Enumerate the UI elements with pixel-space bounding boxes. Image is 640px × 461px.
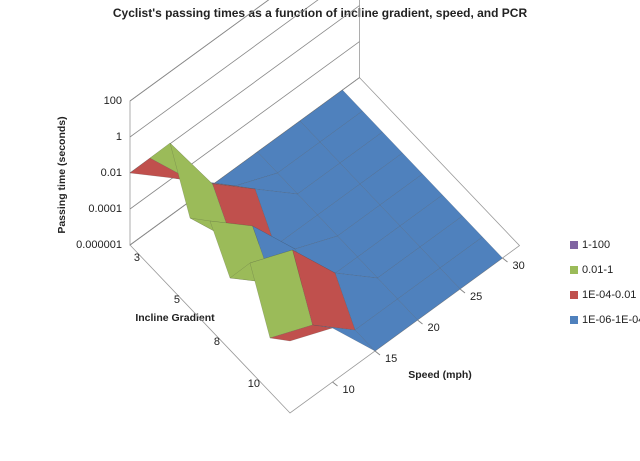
z-tick-label: 0.0001	[88, 203, 122, 215]
x-tick-label: 5	[174, 294, 180, 306]
y-axis-label: Speed (mph)	[408, 369, 472, 381]
x-tick-label: 3	[134, 252, 140, 264]
legend-label: 1E-06-1E-04	[582, 314, 640, 326]
grid-line	[129, 0, 319, 138]
y-tick	[374, 350, 381, 356]
legend-swatch	[570, 291, 578, 299]
legend-label: 1E-04-0.01	[582, 289, 636, 301]
y-tick	[417, 319, 423, 325]
grid-line	[129, 41, 360, 210]
y-tick-label: 20	[428, 322, 440, 334]
y-tick	[502, 257, 508, 263]
z-axis-label: Passing time (seconds)	[56, 116, 68, 233]
legend-swatch	[570, 241, 578, 249]
y-tick-label: 30	[513, 260, 525, 272]
y-tick	[332, 381, 338, 387]
z-tick-label: 0.000001	[76, 239, 122, 251]
x-axis-label: Incline Gradient	[135, 312, 215, 324]
y-tick-label: 10	[343, 384, 355, 396]
x-tick-label: 10	[248, 378, 260, 390]
z-tick-label: 0.01	[101, 167, 122, 179]
legend-swatch	[570, 266, 578, 274]
y-tick-label: 25	[470, 291, 482, 303]
y-tick	[459, 288, 466, 294]
x-tick-label: 8	[214, 336, 220, 348]
grid-line	[129, 0, 270, 102]
surface-cell	[269, 324, 333, 342]
chart-title: Cyclist's passing times as a function of…	[113, 6, 528, 20]
legend-swatch	[570, 316, 578, 324]
z-tick-label: 1	[116, 131, 122, 143]
legend-label: 1-100	[582, 239, 610, 251]
y-tick-label: 15	[385, 353, 397, 365]
z-tick-label: 100	[104, 95, 122, 107]
legend-label: 0.01-1	[582, 264, 613, 276]
